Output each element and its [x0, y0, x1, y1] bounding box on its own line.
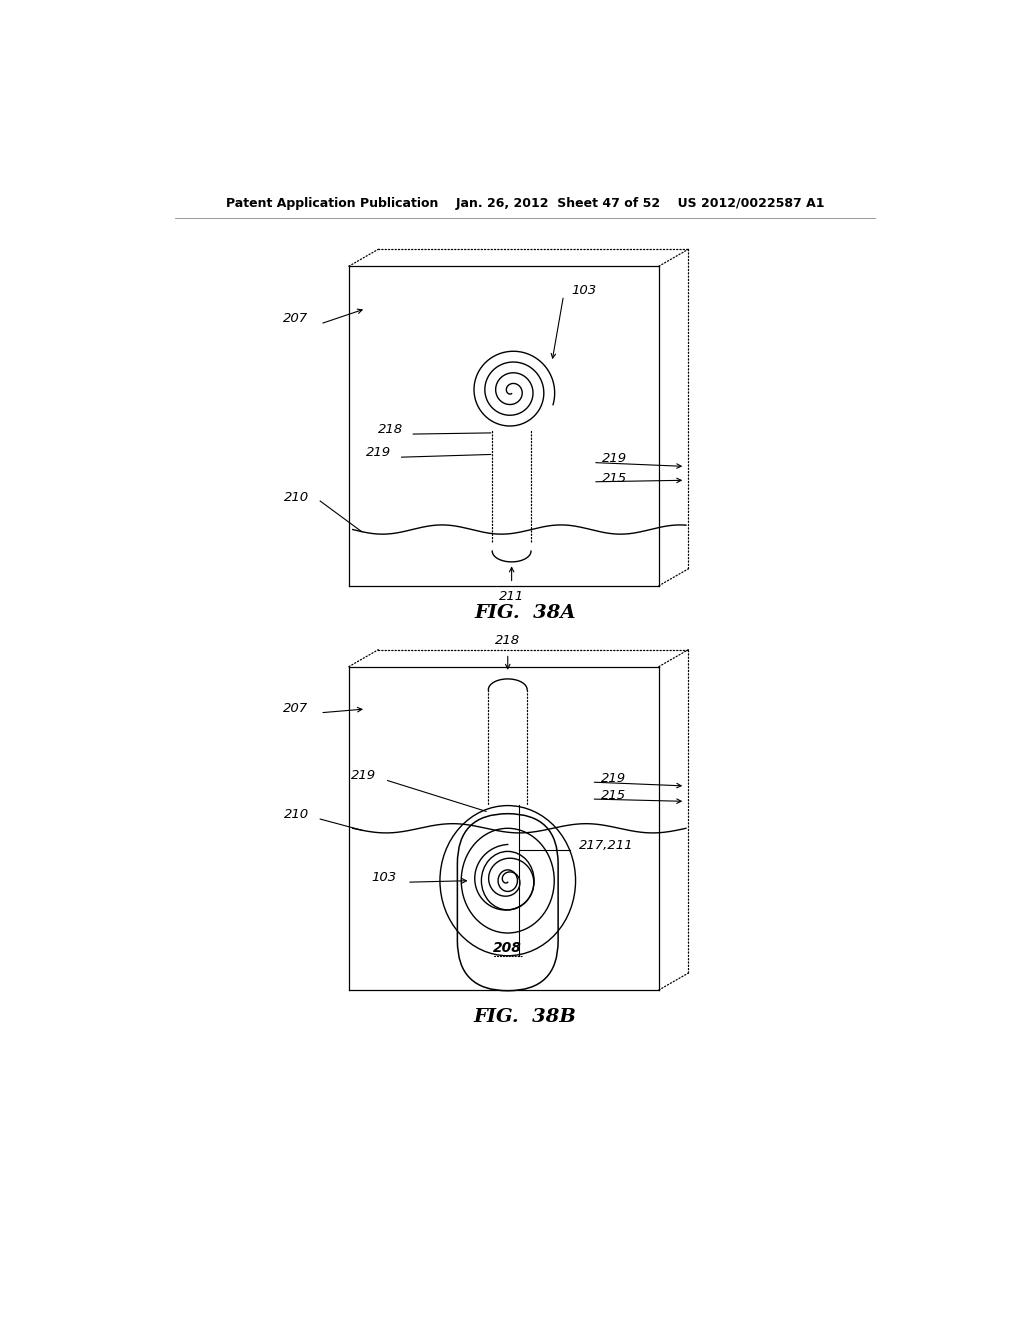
- Text: 218: 218: [496, 635, 520, 647]
- Text: 217,211: 217,211: [579, 838, 634, 851]
- Text: 219: 219: [602, 453, 628, 465]
- Text: 219: 219: [351, 770, 376, 783]
- Text: 219: 219: [367, 446, 391, 459]
- Text: 208: 208: [494, 941, 522, 956]
- Text: 211: 211: [499, 590, 524, 603]
- Text: FIG.  38A: FIG. 38A: [474, 603, 575, 622]
- Text: 218: 218: [378, 422, 403, 436]
- Text: 207: 207: [283, 312, 308, 325]
- Text: Patent Application Publication    Jan. 26, 2012  Sheet 47 of 52    US 2012/00225: Patent Application Publication Jan. 26, …: [225, 197, 824, 210]
- Text: 219: 219: [601, 772, 626, 785]
- Text: 210: 210: [285, 491, 309, 504]
- Text: 103: 103: [371, 871, 396, 884]
- Text: 103: 103: [571, 284, 596, 297]
- Text: FIG.  38B: FIG. 38B: [473, 1008, 577, 1026]
- Text: 215: 215: [602, 473, 628, 486]
- Text: 210: 210: [285, 808, 309, 821]
- Text: 207: 207: [283, 702, 308, 714]
- Text: 215: 215: [601, 789, 626, 803]
